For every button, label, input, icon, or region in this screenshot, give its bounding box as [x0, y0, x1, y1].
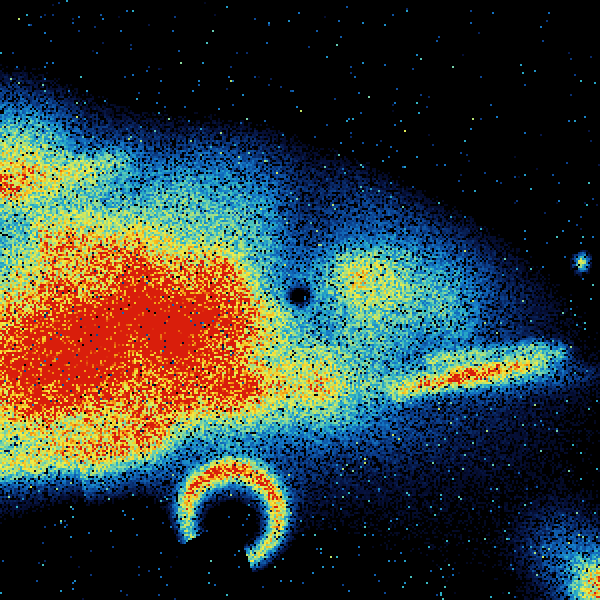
intensity-map-canvas: [0, 0, 600, 600]
intensity-map-viewport: Astronomical intensity map: [0, 0, 600, 600]
